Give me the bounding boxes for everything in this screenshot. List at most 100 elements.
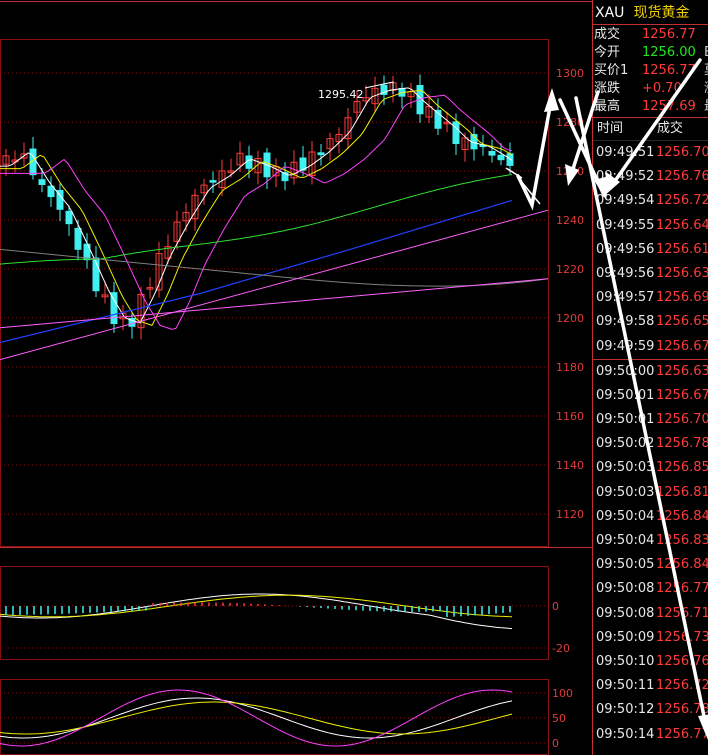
tick-time: 09:49:58 bbox=[596, 314, 655, 330]
tick-row[interactable]: 09:49:51 1256.70 bbox=[593, 141, 708, 165]
tick-row[interactable]: 09:50:12 1256.78 bbox=[593, 698, 708, 722]
tick-price: 1256.63 bbox=[656, 265, 708, 281]
price-axis-label: 1200 bbox=[556, 312, 584, 325]
tick-row[interactable]: 09:49:56 1256.63 bbox=[593, 262, 708, 286]
candle-up bbox=[425, 106, 433, 118]
tick-time: 09:49:56 bbox=[596, 241, 655, 257]
high-price-annotation: 1295.42 bbox=[318, 88, 364, 101]
price-axis-label: 1120 bbox=[556, 508, 584, 521]
tick-time: 09:50:03 bbox=[596, 484, 655, 500]
tick-row[interactable]: 09:50:03 1256.81 bbox=[593, 481, 708, 505]
candle-up bbox=[353, 101, 361, 113]
kdj-axis-label: 50 bbox=[552, 712, 566, 725]
tick-time: 09:49:56 bbox=[596, 265, 655, 281]
price-axis-label: 1140 bbox=[556, 459, 584, 472]
tick-row[interactable]: 09:50:08 1256.77 bbox=[593, 577, 708, 601]
tick-row[interactable]: 09:49:58 1256.65 bbox=[593, 310, 708, 334]
ticks-header-time: 时间 bbox=[597, 121, 624, 136]
tick-row[interactable]: 09:50:02 1256.78 bbox=[593, 432, 708, 456]
candle-down bbox=[488, 150, 496, 156]
quote-row-last: 成交 1256.77 bbox=[593, 26, 708, 44]
tick-time: 09:49:55 bbox=[596, 217, 655, 233]
quote-value: 1256.77 bbox=[642, 63, 696, 78]
candle-down bbox=[452, 121, 460, 145]
candle-up bbox=[344, 117, 352, 140]
candle-up bbox=[200, 184, 208, 194]
tick-row[interactable]: 09:50:10 1256.76 bbox=[593, 650, 708, 674]
kline-chart-canvas[interactable]: 1300 1280 1260 1240 1220 1200 1180 1160 1140 1120… bbox=[0, 0, 592, 755]
tick-row[interactable]: 09:49:55 1256.64 bbox=[593, 214, 708, 238]
tick-price: 1256.73 bbox=[656, 629, 708, 645]
candle-up bbox=[173, 221, 181, 242]
tick-price: 1256.76 bbox=[656, 169, 708, 185]
tick-row[interactable]: 09:50:05 1256.84 bbox=[593, 553, 708, 577]
tick-time: 09:49:54 bbox=[596, 193, 655, 209]
tick-price: 1256.70 bbox=[656, 412, 708, 428]
tick-row[interactable]: 09:49:57 1256.69 bbox=[593, 286, 708, 310]
quote-value: +0.70 bbox=[642, 81, 682, 96]
annotation-leader-line bbox=[364, 81, 394, 94]
ticks-header-price: 成交 bbox=[657, 121, 684, 136]
tick-row[interactable]: 09:50:14 1256.77 bbox=[593, 723, 708, 747]
trendline-lower bbox=[0, 278, 549, 329]
tick-row[interactable]: 09:49:59 1256.67 bbox=[593, 335, 708, 359]
tick-price: 1256.63 bbox=[656, 363, 708, 379]
quote-row-high: 最高 1257.69 最 bbox=[593, 98, 708, 116]
tick-row[interactable]: 09:49:52 1256.76 bbox=[593, 165, 708, 189]
tick-row[interactable]: 09:50:01 1256.70 bbox=[593, 408, 708, 432]
tick-list[interactable]: 09:49:51 1256.70 09:49:52 1256.76 09:49:54 12… bbox=[593, 141, 708, 747]
candle-up bbox=[146, 287, 154, 290]
kdj-d-line bbox=[0, 701, 513, 735]
kdj-j-line bbox=[0, 689, 513, 747]
tick-row[interactable]: 09:50:04 1256.83 bbox=[593, 529, 708, 553]
candle-down bbox=[65, 210, 73, 225]
tick-time: 09:50:01 bbox=[596, 412, 655, 428]
tick-time: 09:50:02 bbox=[596, 436, 655, 452]
tick-row[interactable]: 09:49:54 1256.72 bbox=[593, 189, 708, 213]
macd-axis-label: 0 bbox=[552, 600, 559, 613]
quote-row-change: 涨跌 +0.70 涨 bbox=[593, 80, 708, 98]
candle-up bbox=[164, 246, 172, 259]
main-panel-frame bbox=[0, 39, 549, 547]
kdj-axis-label: 0 bbox=[552, 737, 559, 750]
candle-up bbox=[326, 138, 334, 150]
tick-time: 09:50:08 bbox=[596, 605, 655, 621]
tick-price: 1256.83 bbox=[656, 533, 708, 548]
tick-row[interactable]: 09:50:08 1256.71 bbox=[593, 602, 708, 626]
quote-row-open: 今开 1256.00 B bbox=[593, 44, 708, 62]
ma30-line bbox=[0, 174, 513, 265]
tick-price: 1256.78 bbox=[656, 702, 708, 718]
tick-time: 09:50:10 bbox=[596, 653, 655, 669]
candle-up bbox=[371, 87, 379, 105]
kline-chart-area[interactable]: 1300 1280 1260 1240 1220 1200 1180 1160 1140 1120… bbox=[0, 0, 592, 755]
candle-down bbox=[380, 84, 388, 95]
tick-time: 09:49:57 bbox=[596, 290, 655, 306]
tick-row[interactable]: 09:50:03 1256.85 bbox=[593, 456, 708, 480]
candle-down bbox=[506, 153, 514, 166]
price-axis-label: 1300 bbox=[556, 67, 584, 80]
candle-down bbox=[74, 227, 82, 250]
ma10-line bbox=[0, 89, 513, 327]
candle-down bbox=[92, 257, 100, 292]
tick-row[interactable]: 09:49:56 1256.61 bbox=[593, 238, 708, 262]
quote-edge-text: 最 bbox=[704, 98, 708, 116]
ma120-line bbox=[0, 248, 549, 287]
tick-row[interactable]: 09:50:04 1256.84 bbox=[593, 505, 708, 529]
quote-panel: XAU 现货黄金 成交 1256.77 今开 1256.00 B 买价1 1256.77… bbox=[592, 0, 708, 755]
tick-row[interactable]: 09:50:00 1256.63 bbox=[593, 358, 708, 384]
tick-row[interactable]: 09:50:09 1256.73 bbox=[593, 626, 708, 650]
candle-up bbox=[308, 151, 316, 177]
tick-price: 1256.72 bbox=[656, 193, 708, 209]
kdj-panel-frame bbox=[0, 679, 549, 755]
tick-price: 1256.65 bbox=[656, 314, 708, 330]
tick-time: 09:50:04 bbox=[596, 508, 655, 524]
tick-row[interactable]: 09:50:01 1256.67 bbox=[593, 384, 708, 408]
tick-row[interactable]: 09:50:11 1256.72 bbox=[593, 674, 708, 698]
tick-price: 1256.67 bbox=[656, 338, 708, 354]
tick-time: 09:50:12 bbox=[596, 702, 655, 718]
quote-value: 1256.77 bbox=[642, 27, 696, 42]
tick-time: 09:50:14 bbox=[596, 726, 655, 742]
candle-up bbox=[155, 253, 163, 291]
kdj-axis-label: 100 bbox=[552, 687, 573, 700]
quote-label: 涨跌 bbox=[594, 81, 621, 96]
